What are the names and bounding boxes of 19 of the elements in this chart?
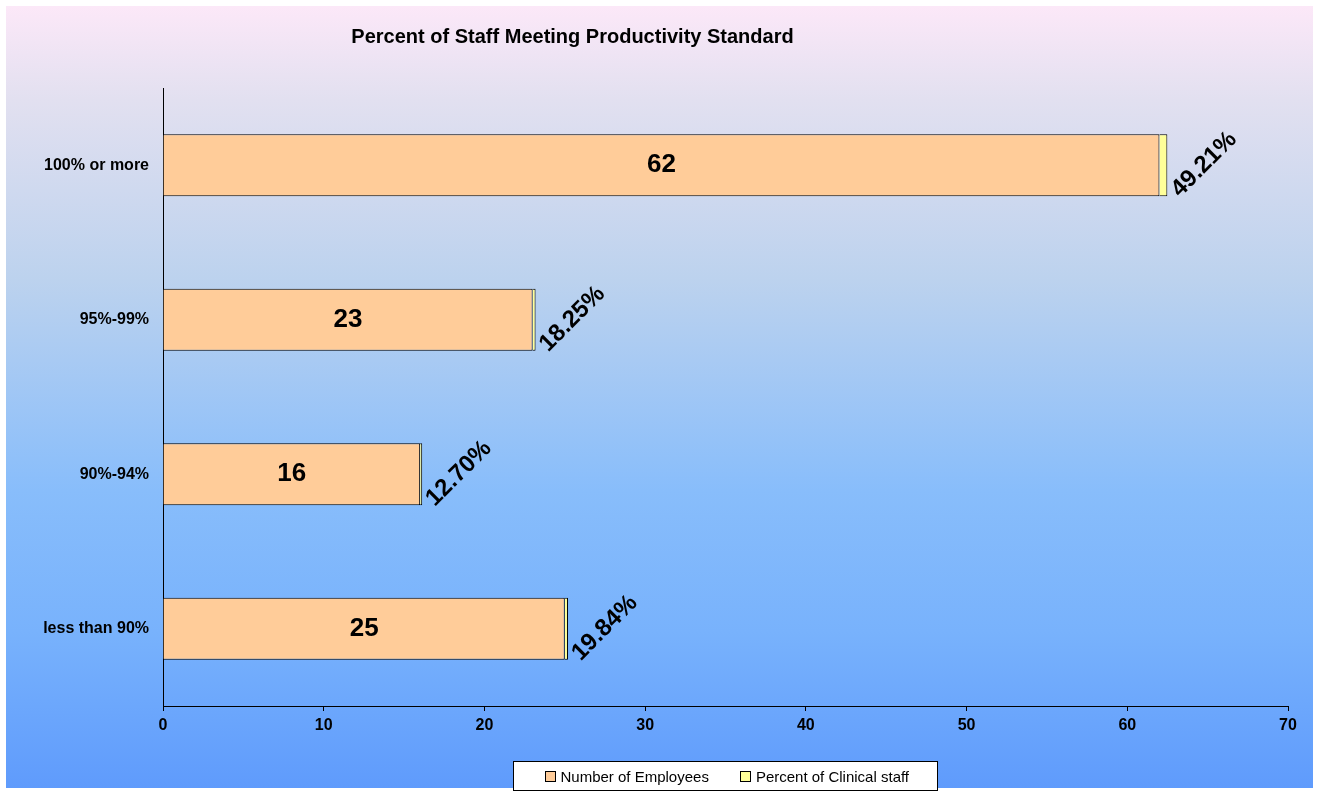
- x-tick-label: 40: [796, 716, 815, 734]
- legend-label: Percent of Clinical staff: [755, 767, 910, 785]
- y-tick-label: less than 90%: [43, 619, 149, 637]
- y-tick-label: 100% or more: [44, 155, 150, 173]
- x-tick-label: 20: [475, 716, 494, 734]
- x-tick-label: 30: [636, 716, 655, 734]
- data-label: 62: [647, 148, 676, 179]
- chart-title: Percent of Staff Meeting Productivity Standard: [351, 24, 794, 47]
- x-tick-label: 10: [314, 716, 333, 734]
- data-label: 25: [349, 611, 379, 642]
- data-label: 16: [277, 457, 307, 488]
- legend-label: Number of Employees: [560, 767, 709, 785]
- x-tick-label: 50: [957, 716, 976, 734]
- y-tick-label: 95%-99%: [79, 310, 149, 328]
- data-label: 23: [333, 302, 363, 333]
- x-tick-label: 0: [158, 716, 168, 734]
- y-tick-label: 90%-94%: [79, 464, 149, 482]
- x-tick-label: 70: [1279, 716, 1297, 734]
- x-tick-label: 60: [1118, 716, 1137, 734]
